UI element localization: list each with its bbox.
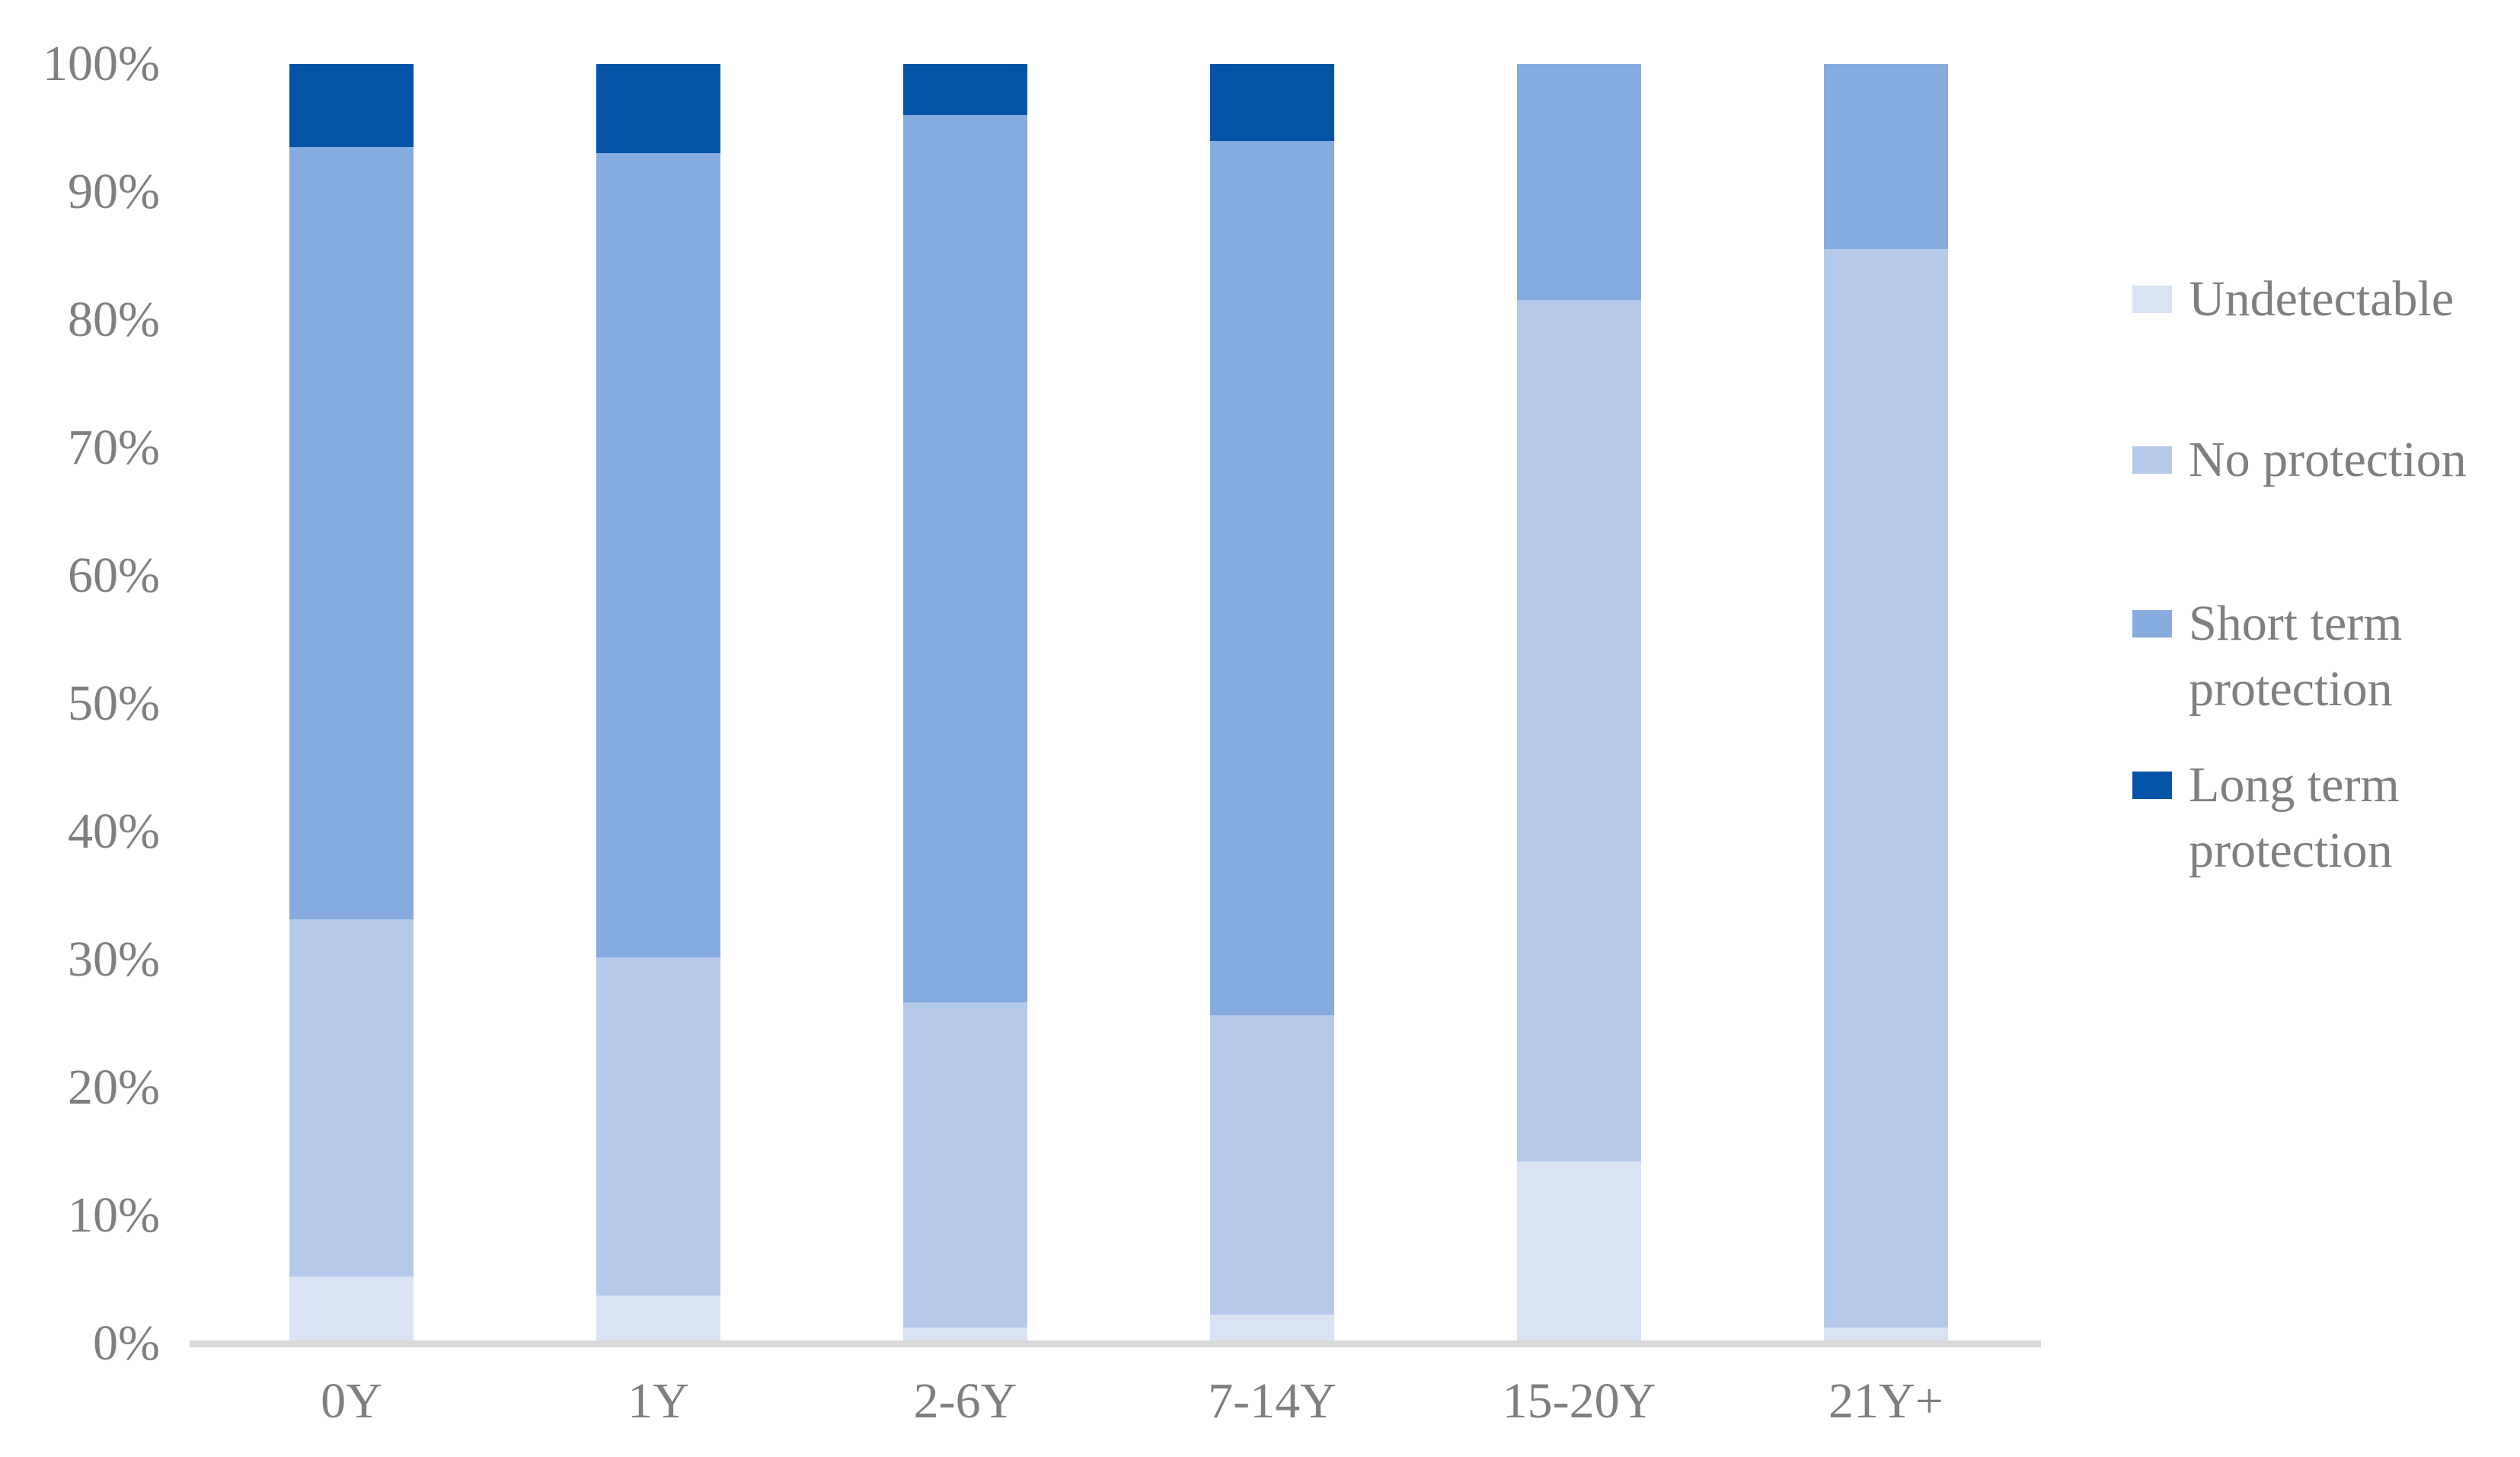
y-tick-label: 30%	[68, 931, 160, 987]
y-tick-label: 0%	[93, 1315, 160, 1371]
bar-segment	[1517, 1161, 1641, 1340]
legend-item: No protection	[2132, 427, 2467, 493]
bar	[1210, 64, 1334, 1340]
bar	[1517, 64, 1641, 1340]
x-axis-line	[190, 1340, 2041, 1347]
y-tick-label: 10%	[68, 1187, 160, 1243]
bar-segment	[289, 64, 414, 147]
bar-segment	[1210, 1014, 1334, 1315]
y-tick-label: 90%	[68, 164, 160, 219]
bar-segment	[1824, 1328, 1948, 1340]
bar-segment	[1210, 140, 1334, 1015]
bar-segment	[1824, 64, 1948, 250]
legend-item: Long term protection	[2132, 752, 2400, 883]
bar-segment	[903, 64, 1027, 116]
bar-segment	[596, 153, 720, 958]
legend-swatch	[2132, 610, 2172, 637]
bar-segment	[1210, 64, 1334, 141]
bar-segment	[289, 919, 414, 1277]
y-tick-label: 50%	[68, 676, 160, 731]
bar-segment	[289, 146, 414, 919]
y-tick-label: 70%	[68, 420, 160, 475]
legend-swatch	[2132, 772, 2172, 799]
legend-label: Long term protection	[2189, 757, 2400, 878]
legend-swatch	[2132, 286, 2172, 313]
x-tick-label: 1Y	[628, 1373, 689, 1429]
x-tick-label: 0Y	[321, 1373, 382, 1429]
bar-segment	[1517, 300, 1641, 1162]
legend-label: Short term protection	[2189, 596, 2403, 717]
legend-swatch	[2132, 446, 2172, 474]
bar-segment	[596, 957, 720, 1296]
bar	[596, 64, 720, 1340]
legend: Undetectable No protection Short term prot…	[2132, 0, 2520, 1457]
bar	[903, 64, 1027, 1340]
bar-segment	[1824, 249, 1948, 1328]
bar-segment	[903, 1002, 1027, 1328]
x-tick-label: 15-20Y	[1502, 1373, 1656, 1429]
y-tick-label: 60%	[68, 548, 160, 603]
plot-area	[190, 64, 2041, 1340]
bar-segment	[596, 64, 720, 154]
bar-segment	[596, 1296, 720, 1340]
bar	[1824, 64, 1948, 1340]
x-tick-label: 2-6Y	[913, 1373, 1017, 1429]
legend-item: Undetectable	[2132, 267, 2454, 332]
bar	[289, 64, 414, 1340]
legend-label: No protection	[2189, 432, 2467, 487]
bar-segment	[1210, 1315, 1334, 1340]
y-tick-label: 20%	[68, 1059, 160, 1115]
x-tick-label: 7-14Y	[1208, 1373, 1337, 1429]
y-tick-label: 100%	[43, 36, 160, 91]
legend-item: Short term protection	[2132, 591, 2402, 722]
y-tick-label: 80%	[68, 292, 160, 347]
bar-segment	[289, 1276, 414, 1340]
y-tick-label: 40%	[68, 804, 160, 859]
x-tick-label: 21Y+	[1829, 1373, 1943, 1429]
bar-segment	[903, 1328, 1027, 1340]
bar-segment	[903, 115, 1027, 1002]
legend-label: Undetectable	[2189, 271, 2455, 327]
bar-segment	[1517, 64, 1641, 301]
